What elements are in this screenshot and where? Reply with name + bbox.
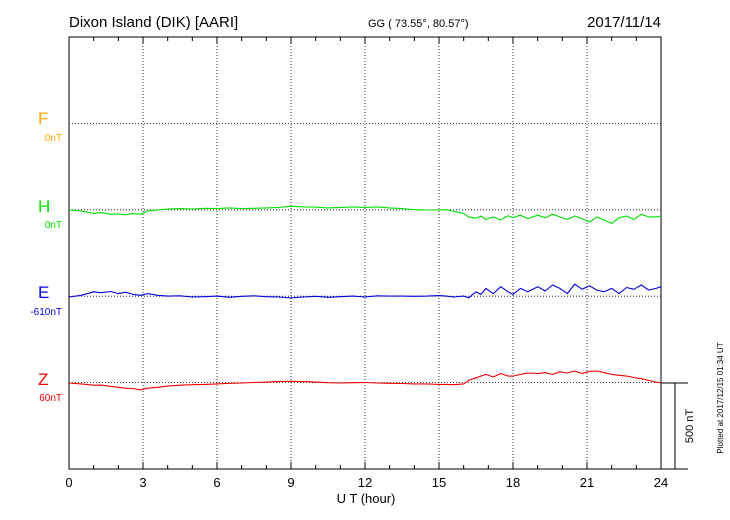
x-tick-label: 15 <box>432 475 446 490</box>
component-label-z: Z <box>38 370 48 389</box>
chart-date: 2017/11/14 <box>587 14 661 31</box>
scale-bar <box>661 382 688 470</box>
x-tick-label: 24 <box>654 475 668 490</box>
x-tick-label: 21 <box>580 475 594 490</box>
series-line-e <box>68 283 662 299</box>
plotted-timestamp: Plotted at 2017/12/15 01:34 UT <box>716 342 725 453</box>
x-tick-label: 12 <box>358 475 372 490</box>
station-title: Dixon Island (DIK) [AARI] <box>69 14 238 31</box>
component-label-h: H <box>38 197 50 216</box>
baseline-label-z: 60nT <box>39 393 62 404</box>
series-group <box>68 205 662 391</box>
x-tick-label: 0 <box>65 475 72 490</box>
component-label-f: F <box>38 109 48 128</box>
series-line-h <box>68 205 662 224</box>
baseline-label-h: 0nT <box>45 220 62 231</box>
grid <box>69 37 661 469</box>
x-tick-labels: 0 3 6 9 12 15 18 21 24 <box>65 37 668 490</box>
x-tick-label: 9 <box>287 475 294 490</box>
scale-bar-label: 500 nT <box>684 409 696 444</box>
x-axis-label: U T (hour) <box>337 491 396 506</box>
baseline-label-f: 0nT <box>45 133 62 144</box>
series-line-z <box>68 370 662 391</box>
station-coords: GG ( 73.55°, 80.57°) <box>368 18 469 30</box>
component-label-e: E <box>38 283 49 302</box>
baseline-label-e: -610nT <box>30 307 62 318</box>
x-tick-label: 6 <box>213 475 220 490</box>
x-tick-label: 18 <box>506 475 520 490</box>
x-tick-label: 3 <box>139 475 146 490</box>
